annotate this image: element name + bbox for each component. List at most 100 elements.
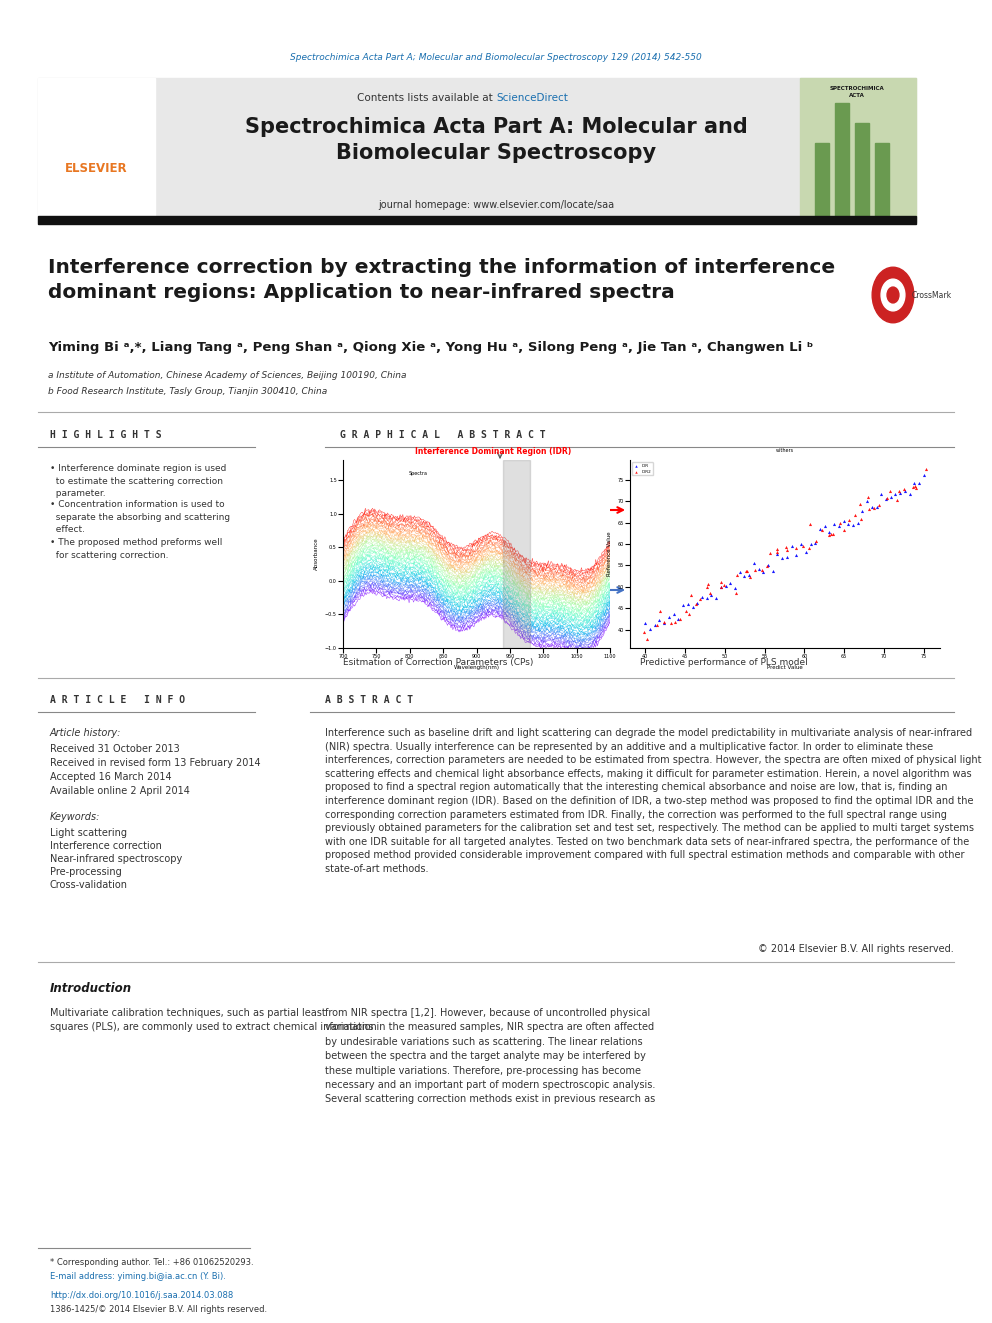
Bar: [815, 143, 829, 222]
IDR: [821, 521, 837, 542]
Text: 1386-1425/© 2014 Elsevier B.V. All rights reserved.: 1386-1425/© 2014 Elsevier B.V. All right…: [50, 1304, 267, 1314]
IDR2: [664, 613, 680, 634]
Text: CrossMark: CrossMark: [912, 291, 952, 299]
Text: A R T I C L E   I N F O: A R T I C L E I N F O: [50, 695, 186, 705]
IDR: [794, 533, 809, 554]
IDR: [746, 552, 762, 573]
IDR2: [682, 585, 698, 606]
IDR2: [808, 531, 824, 552]
IDR2: [636, 622, 652, 643]
IDR2: [871, 493, 887, 515]
IDR: [888, 483, 904, 504]
Text: Yiming Bi ᵃ,*, Liang Tang ᵃ, Peng Shan ᵃ, Qiong Xie ᵃ, Yong Hu ᵃ, Silong Peng ᵃ,: Yiming Bi ᵃ,*, Liang Tang ᵃ, Peng Shan ᵃ…: [48, 341, 813, 355]
IDR: [657, 613, 673, 634]
Text: Estimating the CPs from IDR: Estimating the CPs from IDR: [440, 503, 562, 512]
IDR2: [861, 499, 877, 520]
IDR: [812, 519, 828, 540]
Text: a Institute of Automation, Chinese Academy of Sciences, Beijing 100190, China: a Institute of Automation, Chinese Acade…: [48, 372, 407, 381]
IDR: [840, 513, 856, 534]
Text: b Food Research Institute, Tasly Group, Tianjin 300410, China: b Food Research Institute, Tasly Group, …: [48, 388, 327, 397]
Text: E-mail address: yiming.bi@ia.ac.cn (Y. Bi).: E-mail address: yiming.bi@ia.ac.cn (Y. B…: [50, 1271, 226, 1281]
Text: A B S T R A C T: A B S T R A C T: [325, 695, 413, 705]
Text: * Corresponding author. Tel.: +86 01062520293.: * Corresponding author. Tel.: +86 010625…: [50, 1258, 254, 1267]
IDR2: [918, 458, 933, 479]
IDR: [775, 548, 791, 569]
Bar: [875, 143, 889, 222]
Text: © 2014 Elsevier B.V. All rights reserved.: © 2014 Elsevier B.V. All rights reserved…: [758, 945, 954, 954]
Bar: [835, 103, 849, 222]
IDR2: [681, 603, 696, 624]
IDR2: [889, 490, 905, 511]
IDR2: [762, 542, 778, 564]
IDR: [916, 464, 931, 486]
IDR2: [883, 480, 899, 501]
IDR: [765, 561, 781, 582]
IDR: [807, 533, 823, 554]
Text: Spectrochimica Acta Part A; Molecular and Biomolecular Spectroscopy 129 (2014) 5: Spectrochimica Acta Part A; Molecular an…: [290, 53, 702, 62]
IDR: [826, 513, 842, 534]
Text: Interference correction by extracting the information of interference
dominant r: Interference correction by extracting th…: [48, 258, 835, 303]
Text: Keywords:: Keywords:: [50, 812, 100, 822]
IDR2: [879, 488, 895, 509]
Text: • Concentration information is used to
  separate the absorbing and scattering
 : • Concentration information is used to s…: [50, 500, 230, 534]
Text: from NIR spectra [1,2]. However, because of uncontrolled physical
variations in : from NIR spectra [1,2]. However, because…: [325, 1008, 656, 1105]
IDR2: [778, 536, 794, 557]
IDR2: [823, 523, 839, 544]
IDR: [741, 565, 757, 586]
IDR: [638, 613, 654, 634]
Text: Interference such as baseline drift and light scattering can degrade the model p: Interference such as baseline drift and …: [325, 728, 981, 875]
IDR: [676, 594, 691, 615]
X-axis label: Predict Value: Predict Value: [767, 664, 803, 669]
IDR2: [656, 611, 672, 632]
IDR2: [779, 540, 795, 561]
IDR: [864, 496, 880, 517]
IDR2: [692, 587, 708, 609]
IDR2: [788, 538, 804, 560]
Text: Article history:: Article history:: [50, 728, 121, 738]
IDR: [883, 487, 899, 508]
IDR2: [729, 564, 745, 585]
Bar: [38, 78, 916, 222]
Text: Received in revised form 13 February 2014: Received in revised form 13 February 201…: [50, 758, 261, 767]
Text: Interference Dominant Region (IDR): Interference Dominant Region (IDR): [415, 447, 571, 456]
Text: Available online 2 April 2014: Available online 2 April 2014: [50, 786, 189, 796]
Text: Predictive performance of PLS model: Predictive performance of PLS model: [640, 658, 807, 667]
X-axis label: Wavelength(nm): Wavelength(nm): [453, 664, 500, 669]
IDR: [784, 536, 800, 557]
Text: Interference correction: Interference correction: [50, 841, 162, 851]
IDR2: [796, 536, 811, 557]
Bar: [800, 78, 916, 222]
IDR: [642, 619, 658, 640]
Text: Light scattering: Light scattering: [50, 828, 127, 837]
Text: Spectrochimica Acta Part A: Molecular and
Biomolecular Spectroscopy: Spectrochimica Acta Part A: Molecular an…: [245, 118, 747, 163]
IDR: [652, 610, 668, 631]
IDR2: [769, 538, 785, 560]
IDR: [751, 558, 767, 579]
IDR: [779, 546, 795, 568]
Text: SPECTROCHIMICA
ACTA: SPECTROCHIMICA ACTA: [829, 86, 885, 98]
IDR2: [713, 572, 729, 593]
IDR2: [649, 615, 665, 636]
IDR2: [672, 609, 687, 630]
IDR2: [699, 577, 715, 598]
IDR2: [820, 525, 836, 546]
IDR: [803, 533, 818, 554]
IDR2: [652, 601, 668, 622]
Text: • The proposed method preforms well
  for scattering correction.: • The proposed method preforms well for …: [50, 538, 222, 560]
IDR2: [754, 560, 770, 581]
IDR2: [846, 504, 862, 525]
IDR: [816, 515, 832, 536]
IDR2: [716, 574, 732, 595]
Bar: [503, 460, 530, 648]
IDR: [873, 484, 889, 505]
IDR2: [700, 574, 716, 595]
IDR2: [802, 537, 817, 558]
IDR: [708, 587, 724, 609]
IDR2: [905, 476, 921, 497]
Y-axis label: Reference Value: Reference Value: [607, 532, 612, 577]
IDR2: [688, 593, 704, 614]
IDR: [831, 516, 847, 537]
IDR: [661, 606, 677, 627]
IDR: [722, 573, 738, 594]
IDR: [892, 483, 908, 504]
